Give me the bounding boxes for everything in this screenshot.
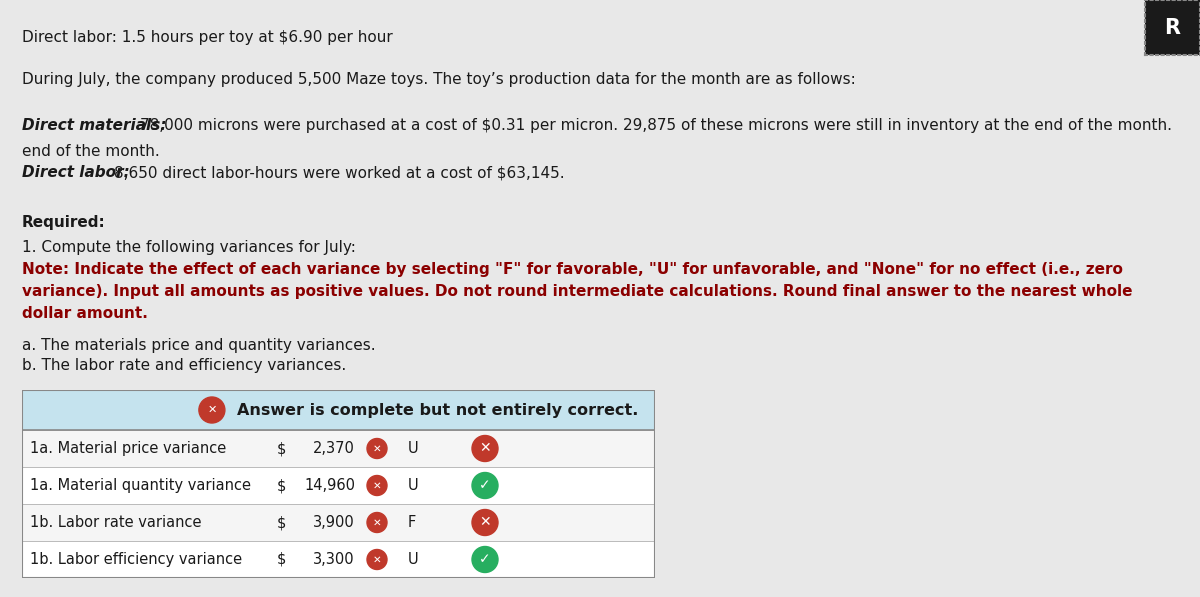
Text: Note: Indicate the effect of each variance by selecting "F" for favorable, "U" f: Note: Indicate the effect of each varian… [22, 262, 1123, 277]
Text: 2,370: 2,370 [313, 441, 355, 456]
Text: 14,960: 14,960 [304, 478, 355, 493]
Text: Answer is complete but not entirely correct.: Answer is complete but not entirely corr… [236, 402, 638, 417]
Text: 1b. Labor rate variance: 1b. Labor rate variance [30, 515, 202, 530]
Text: ✓: ✓ [479, 479, 491, 493]
Text: dollar amount.: dollar amount. [22, 306, 148, 321]
FancyBboxPatch shape [22, 541, 655, 578]
Text: Direct materials:: Direct materials: [22, 118, 167, 133]
Text: ✕: ✕ [479, 442, 491, 456]
Text: b. The labor rate and efficiency variances.: b. The labor rate and efficiency varianc… [22, 358, 347, 373]
Text: ✕: ✕ [479, 515, 491, 530]
Text: 1. Compute the following variances for July:: 1. Compute the following variances for J… [22, 240, 356, 255]
Circle shape [367, 439, 386, 458]
Text: $: $ [277, 552, 287, 567]
Text: R: R [1164, 17, 1181, 38]
Text: end of the month.: end of the month. [22, 144, 160, 159]
Text: U: U [408, 478, 419, 493]
FancyBboxPatch shape [22, 504, 655, 541]
Text: 1a. Material price variance: 1a. Material price variance [30, 441, 227, 456]
Text: U: U [408, 441, 419, 456]
Text: ✕: ✕ [373, 555, 382, 565]
Text: 1a. Material quantity variance: 1a. Material quantity variance [30, 478, 251, 493]
Text: a. The materials price and quantity variances.: a. The materials price and quantity vari… [22, 338, 376, 353]
Text: $: $ [277, 515, 287, 530]
Circle shape [472, 509, 498, 536]
Text: Required:: Required: [22, 215, 106, 230]
Text: ✕: ✕ [373, 518, 382, 528]
Text: 3,300: 3,300 [313, 552, 355, 567]
Text: 3,900: 3,900 [313, 515, 355, 530]
Text: ✓: ✓ [479, 552, 491, 567]
Circle shape [367, 549, 386, 570]
Text: variance). Input all amounts as positive values. Do not round intermediate calcu: variance). Input all amounts as positive… [22, 284, 1133, 299]
Text: During July, the company produced 5,500 Maze toys. The toy’s production data for: During July, the company produced 5,500 … [22, 72, 856, 87]
Circle shape [472, 435, 498, 461]
Circle shape [472, 546, 498, 573]
FancyBboxPatch shape [22, 467, 655, 504]
Text: $: $ [277, 478, 287, 493]
Circle shape [367, 475, 386, 496]
Text: ✕: ✕ [373, 481, 382, 491]
Circle shape [367, 512, 386, 533]
Text: $: $ [277, 441, 287, 456]
Text: Direct labor:: Direct labor: [22, 165, 130, 180]
Circle shape [199, 397, 224, 423]
Text: 8,650 direct labor-hours were worked at a cost of $63,145.: 8,650 direct labor-hours were worked at … [114, 165, 565, 180]
Circle shape [472, 472, 498, 498]
Text: U: U [408, 552, 419, 567]
FancyBboxPatch shape [22, 430, 655, 467]
Text: ✕: ✕ [208, 405, 216, 415]
FancyBboxPatch shape [22, 390, 655, 430]
Text: ✕: ✕ [373, 444, 382, 454]
Text: 1b. Labor efficiency variance: 1b. Labor efficiency variance [30, 552, 242, 567]
Text: Direct labor: 1.5 hours per toy at $6.90 per hour: Direct labor: 1.5 hours per toy at $6.90… [22, 30, 392, 45]
Text: F: F [408, 515, 416, 530]
Text: 78,000 microns were purchased at a cost of $0.31 per micron. 29,875 of these mic: 78,000 microns were purchased at a cost … [140, 118, 1172, 133]
